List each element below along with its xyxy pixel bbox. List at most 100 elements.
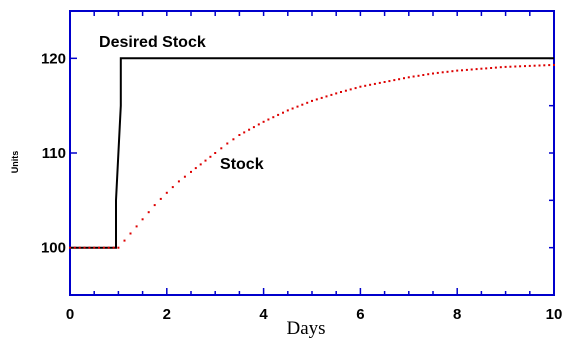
y-tick-label: 110 [42, 145, 66, 162]
x-tick-label: 4 [259, 306, 268, 323]
stock-point [183, 175, 186, 178]
stock-point [354, 87, 357, 90]
x-tick-labels: 0 2 4 6 8 10 [66, 306, 562, 323]
stock-point [553, 63, 555, 66]
x-tick-label: 0 [66, 306, 74, 323]
stock-point [407, 76, 410, 79]
stock-series [69, 63, 555, 249]
stock-point [214, 152, 217, 154]
stock-point [461, 69, 463, 72]
stock-point [257, 123, 260, 126]
stock-point [153, 204, 156, 207]
stock-point [112, 246, 115, 249]
desired-stock-label: Desired Stock [99, 34, 206, 51]
stock-point [301, 103, 304, 106]
stock-point [282, 111, 284, 114]
stock-point [388, 80, 391, 83]
stock-point [528, 64, 531, 67]
stock-point [226, 142, 229, 145]
stock-point [102, 246, 105, 249]
stock-point [135, 225, 138, 228]
stock-point [499, 66, 502, 69]
stock-point [369, 83, 372, 86]
x-tick-label: 2 [163, 306, 171, 323]
stock-point [475, 68, 478, 71]
stock-point [446, 70, 449, 73]
stock-point [548, 64, 551, 67]
stock-point [417, 74, 420, 77]
y-axis-label: Units [10, 151, 20, 174]
stock-point [315, 98, 318, 101]
x-bottom-ticks [69, 288, 555, 295]
stock-point [69, 246, 71, 249]
x-axis-label: Days [286, 318, 325, 339]
stock-point [480, 67, 483, 70]
stock-point [524, 65, 526, 68]
x-tick-label: 10 [546, 306, 562, 323]
stock-point [456, 69, 459, 72]
stock-point [320, 96, 323, 99]
stock-point [171, 186, 174, 189]
plot-frame [69, 10, 555, 296]
y-tick-labels: 100 110 120 [41, 50, 77, 257]
stock-point [209, 155, 212, 158]
stock-point [199, 163, 202, 166]
stock-point [451, 70, 454, 73]
stock-point [73, 246, 76, 249]
stock-point [159, 197, 162, 200]
stock-point [436, 71, 439, 74]
stock-point [311, 99, 313, 102]
stock-point [243, 131, 246, 134]
stock-point [165, 191, 168, 194]
stock-point [277, 113, 280, 116]
stock-point [543, 64, 546, 67]
stock-point [340, 91, 342, 93]
stock-point [494, 66, 497, 69]
y-tick-label: 120 [41, 50, 66, 67]
stock-label: Stock [220, 156, 264, 173]
stock-point [441, 71, 444, 74]
stock-point [373, 82, 376, 85]
stock-point [349, 88, 352, 91]
stock-point [267, 118, 270, 121]
stock-point [403, 77, 405, 80]
stock-point [359, 85, 362, 88]
stock-point [504, 65, 507, 68]
stock-point [490, 67, 493, 69]
stock-point [238, 134, 241, 136]
x-tick-label: 8 [453, 306, 461, 323]
x-tick-label: 6 [356, 306, 364, 323]
stock-point [364, 84, 367, 87]
stock-point [465, 68, 468, 71]
stock-point [220, 147, 223, 150]
stock-point [190, 170, 192, 173]
stock-point [93, 246, 96, 249]
stock-point [107, 246, 110, 249]
stock-point [129, 232, 132, 235]
stock-point [262, 120, 265, 123]
stock-point [427, 73, 430, 76]
stock-point [204, 159, 207, 162]
y-tick-label: 100 [41, 240, 66, 257]
stock-point [533, 64, 536, 67]
stock-point [383, 81, 386, 83]
stock-point [378, 81, 381, 84]
stock-point [98, 246, 100, 249]
stock-point [117, 246, 120, 249]
stock-point [393, 79, 396, 82]
stock-point [398, 78, 401, 81]
stock-point [422, 74, 425, 76]
stock-point [123, 239, 126, 242]
stock-point [272, 116, 275, 119]
stock-point [306, 101, 309, 104]
stock-point [296, 105, 299, 108]
stock-point [177, 180, 180, 183]
stock-point [514, 65, 517, 68]
stock-point [344, 89, 347, 92]
stock-point [509, 65, 512, 68]
stock-point [485, 67, 488, 70]
stock-point [291, 107, 294, 110]
stock-point [83, 246, 86, 249]
stock-point [519, 65, 522, 68]
stock-point [470, 68, 473, 71]
